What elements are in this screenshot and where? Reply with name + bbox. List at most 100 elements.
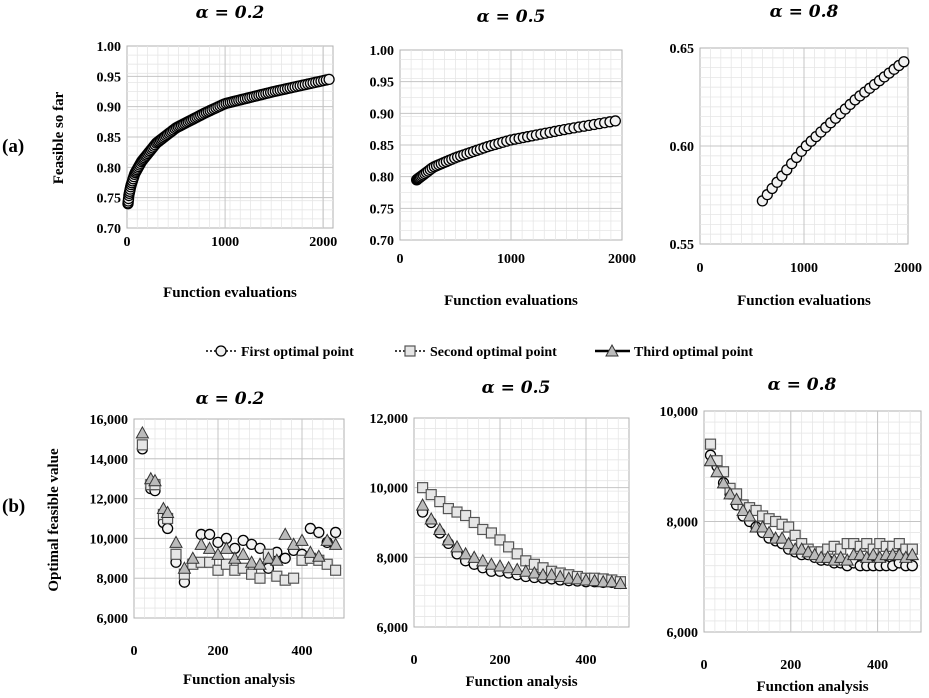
y-tick-label: 6,000: [97, 612, 129, 627]
data-point: [417, 482, 429, 494]
y-tick-label: 0.85: [370, 139, 395, 154]
y-axis-label: Optimal feasible value: [46, 448, 62, 592]
data-point: [212, 564, 224, 576]
data-point: [425, 489, 437, 501]
series-3: [135, 425, 343, 574]
data-point: [494, 534, 506, 546]
data-point: [328, 537, 343, 550]
data-point: [220, 558, 232, 570]
legend-label-first: First optimal point: [241, 345, 354, 360]
y-tick-label: 12,000: [370, 412, 409, 427]
data-point: [254, 542, 266, 554]
y-tick-label: 14,000: [90, 453, 129, 468]
x-axis-label: Function analysis: [183, 672, 295, 688]
y-tick-label: 6,000: [377, 621, 409, 636]
data-point: [236, 547, 251, 560]
chart-4: 6,000 8,000 10,000 12,000 14,000 16,000 0 200 40…: [46, 389, 345, 688]
x-axis-label: Function evaluations: [163, 285, 297, 301]
data-point: [415, 498, 430, 511]
data-point: [468, 516, 480, 529]
y-tick-label: 0.65: [670, 42, 695, 57]
data-point: [485, 527, 497, 539]
x-tick-label: 1000: [211, 235, 239, 250]
chart-title: α = 0.8: [768, 375, 837, 395]
series-1: [756, 56, 910, 207]
data-point: [511, 548, 523, 560]
x-axis-label: Function evaluations: [737, 293, 871, 309]
data-point: [501, 560, 516, 574]
data-point: [295, 533, 309, 546]
x-axis-label: Function analysis: [465, 674, 577, 690]
data-point: [704, 438, 717, 450]
chart-3: 0.55 0.60 0.65 0 1000 2000 α = 0.8 Function eva…: [670, 2, 923, 309]
data-point: [170, 548, 182, 560]
series-1: [122, 73, 335, 210]
x-tick-label: 2000: [894, 261, 922, 276]
data-point: [783, 521, 795, 533]
y-tick-label: 0.70: [97, 222, 122, 237]
data-point: [219, 541, 234, 554]
data-point: [518, 564, 533, 577]
data-point: [237, 562, 249, 574]
y-tick-label: 0.80: [97, 161, 122, 176]
y-tick-label: 10,000: [370, 482, 409, 497]
y-tick-label: 0.95: [370, 76, 395, 91]
y-axis-label: Feasible so far: [51, 91, 67, 184]
y-tick-label: 0.75: [370, 202, 395, 217]
data-point: [460, 509, 472, 522]
x-axis-label: Function analysis: [756, 679, 868, 695]
x-tick-label: 0: [397, 252, 404, 267]
data-point: [570, 571, 585, 585]
chart-title: α = 0.2: [196, 3, 265, 23]
data-point: [723, 486, 737, 500]
y-tick-label: 12,000: [90, 493, 129, 508]
data-point: [898, 56, 910, 68]
legend-triangle-marker-icon: [605, 343, 619, 357]
x-tick-label: 200: [490, 653, 511, 668]
data-point: [775, 531, 789, 544]
series-3: [415, 498, 628, 589]
data-point: [596, 574, 611, 588]
x-tick-label: 400: [576, 653, 597, 668]
x-tick-label: 400: [292, 644, 313, 659]
x-tick-label: 0: [701, 658, 708, 673]
data-point: [609, 115, 621, 127]
data-point: [441, 532, 456, 546]
y-tick-label: 0.70: [370, 234, 395, 249]
data-point: [587, 573, 602, 587]
y-tick-label: 0.55: [670, 238, 695, 253]
legend-circle-marker-icon: [215, 345, 227, 357]
data-point: [781, 536, 796, 550]
y-tick-label: 0.60: [670, 140, 695, 155]
data-point: [136, 439, 148, 451]
data-point: [321, 558, 333, 570]
data-point: [185, 551, 200, 564]
data-point: [789, 529, 801, 541]
y-tick-label: 0.90: [97, 101, 122, 116]
x-tick-label: 0: [124, 235, 131, 250]
data-point: [493, 558, 507, 572]
data-point: [424, 511, 439, 525]
data-point: [906, 560, 918, 572]
data-point: [311, 549, 326, 562]
x-tick-label: 400: [867, 658, 888, 673]
data-point: [278, 527, 293, 540]
panel-label-a: (a): [2, 136, 24, 157]
data-point: [313, 526, 325, 539]
data-point: [703, 453, 718, 467]
chart-1: 0.70 0.75 0.80 0.85 0.90 0.95 1.00 0 1000 2000 α =…: [51, 3, 337, 301]
data-point: [330, 564, 342, 576]
legend-square-marker-icon: [404, 345, 416, 357]
data-point: [320, 533, 335, 546]
y-tick-label: 0.95: [97, 70, 122, 85]
data-point: [716, 475, 731, 489]
data-point: [135, 425, 150, 439]
data-point: [169, 535, 183, 548]
y-tick-label: 0.85: [97, 131, 122, 146]
x-tick-label: 2000: [608, 252, 636, 267]
legend: First optimal point Second optimal point…: [206, 343, 753, 360]
y-tick-label: 16,000: [90, 413, 129, 428]
data-point: [553, 569, 568, 582]
data-point: [742, 508, 757, 522]
